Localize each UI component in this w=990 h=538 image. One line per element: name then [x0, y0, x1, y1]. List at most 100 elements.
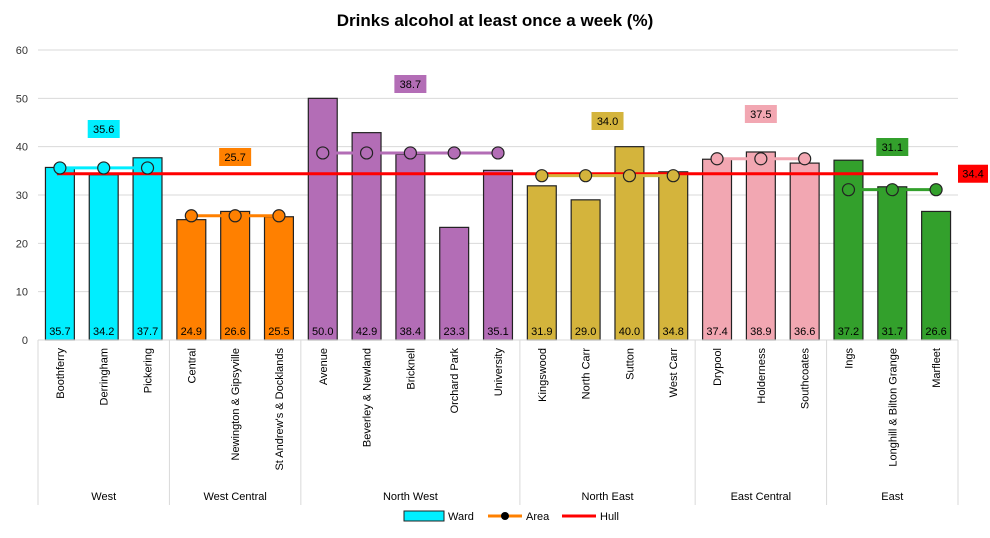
legend: Ward Area Hull — [403, 510, 619, 523]
bar-orchard-park — [439, 226, 470, 341]
bar-data-label: 26.6 — [224, 326, 245, 338]
bar-data-label: 37.7 — [137, 326, 158, 338]
bar-longhill-bilton-grange — [877, 186, 908, 341]
y-axis: 0 10 20 30 40 50 60 — [16, 45, 28, 347]
bar-data-label: 24.9 — [181, 326, 202, 338]
bar-data-label: 34.2 — [93, 326, 114, 338]
x-axis: Boothferry Derringham Pickering West Central… — [37, 339, 959, 505]
ward-label: Avenue — [318, 348, 330, 385]
ward-label: Marfleet — [931, 348, 943, 388]
bar-west-carr — [658, 171, 689, 341]
y-tick-label: 30 — [16, 190, 28, 202]
y-tick-label: 60 — [16, 45, 28, 57]
area-label-box — [744, 105, 777, 123]
bar-kingswood — [526, 185, 557, 341]
hull-data-label: 34.4 — [962, 169, 983, 181]
area-group-label: North East — [582, 491, 634, 503]
area-group-label: East Central — [731, 491, 792, 503]
bar-data-label: 26.6 — [925, 326, 946, 338]
bar-derringham — [88, 174, 119, 341]
area-label-box — [394, 75, 427, 93]
area-marker — [447, 146, 461, 160]
bar-north-carr — [570, 199, 601, 341]
bar-avenue — [307, 97, 338, 341]
ward-label: Derringham — [99, 348, 111, 405]
ward-label: West Carr — [668, 348, 680, 398]
ward-label: Orchard Park — [449, 348, 461, 414]
area-marker — [184, 209, 198, 223]
area-group-label: West — [91, 491, 116, 503]
ward-label: Newington & Gipsyville — [230, 348, 242, 461]
bar-data-label: 31.7 — [882, 326, 903, 338]
bar-data-label: 35.1 — [487, 326, 508, 338]
area-marker — [53, 161, 67, 175]
bar-data-label: 50.0 — [312, 326, 333, 338]
bar-data-label: 42.9 — [356, 326, 377, 338]
area-lines: 35.6 25.7 38.7 34.0 37.5 31.1 — [53, 75, 943, 223]
y-tick-label: 40 — [16, 142, 28, 154]
chart-title: Drinks alcohol at least once a week (%) — [337, 11, 654, 30]
bar-data-label: 31.9 — [531, 326, 552, 338]
legend-ward-swatch — [403, 510, 445, 522]
area-marker — [535, 169, 549, 183]
y-tick-label: 20 — [16, 238, 28, 250]
bar-data-label: 38.4 — [400, 326, 421, 338]
legend-area-label: Area — [526, 511, 550, 523]
bar-data-label: 23.3 — [443, 326, 464, 338]
bar-data-label: 40.0 — [619, 326, 640, 338]
area-data-label: 37.5 — [750, 109, 771, 121]
area-marker — [491, 146, 505, 160]
ward-label: Ings — [843, 348, 855, 369]
y-tick-label: 0 — [22, 335, 28, 347]
y-tick-label: 50 — [16, 93, 28, 105]
bars: 35.7 34.2 37.7 24.9 26.6 25.5 50.0 42.9 38.4 23.3… — [44, 97, 952, 341]
y-tick-label: 10 — [16, 287, 28, 299]
area-marker — [841, 183, 856, 197]
ward-label: St Andrew's & Docklands — [274, 348, 286, 471]
ward-label: Sutton — [624, 348, 636, 380]
bar-st-andrew-s-docklands — [263, 216, 295, 341]
bar-data-label: 35.7 — [49, 326, 70, 338]
bar-data-label: 37.4 — [706, 326, 727, 338]
area-group-label: West Central — [203, 491, 266, 503]
area-data-label: 34.0 — [597, 116, 618, 128]
area-group-label: East — [881, 491, 903, 503]
area-marker — [97, 161, 111, 175]
area-marker — [929, 183, 943, 197]
area-label-box — [876, 138, 909, 156]
bar-bricknell — [395, 153, 426, 341]
area-marker — [316, 146, 330, 160]
bar-drypool — [701, 158, 733, 341]
bar-newington-gipsyville — [220, 210, 251, 341]
bar-beverley-newland — [351, 132, 382, 341]
hull-line-group: 34.4 — [56, 164, 988, 183]
ward-label: North Carr — [581, 348, 593, 400]
bar-marfleet — [921, 210, 952, 341]
area-marker — [798, 152, 812, 166]
area-marker — [579, 169, 593, 183]
ward-label: University — [493, 348, 505, 397]
area-marker — [228, 209, 242, 223]
bar-university — [482, 169, 514, 341]
area-marker — [622, 169, 637, 183]
area-label-box — [591, 112, 624, 130]
area-label-box — [87, 120, 120, 138]
ward-label: Central — [186, 348, 198, 383]
area-label-box — [219, 148, 252, 166]
area-marker — [885, 183, 899, 197]
legend-area-marker — [501, 512, 509, 520]
ward-label: Drypool — [712, 348, 724, 386]
bar-central — [176, 219, 207, 341]
area-marker — [272, 209, 286, 223]
ward-label: Bricknell — [405, 348, 417, 390]
area-marker — [666, 169, 680, 183]
area-data-label: 35.6 — [93, 124, 114, 136]
ward-label: Longhill & Bilton Grange — [887, 348, 899, 467]
ward-label: Beverley & Newland — [362, 348, 374, 447]
bar-data-label: 37.2 — [838, 326, 859, 338]
area-marker — [710, 152, 724, 166]
bar-holderness — [745, 151, 776, 341]
bar-data-label: 38.9 — [750, 326, 771, 338]
ward-label: Pickering — [143, 348, 155, 393]
